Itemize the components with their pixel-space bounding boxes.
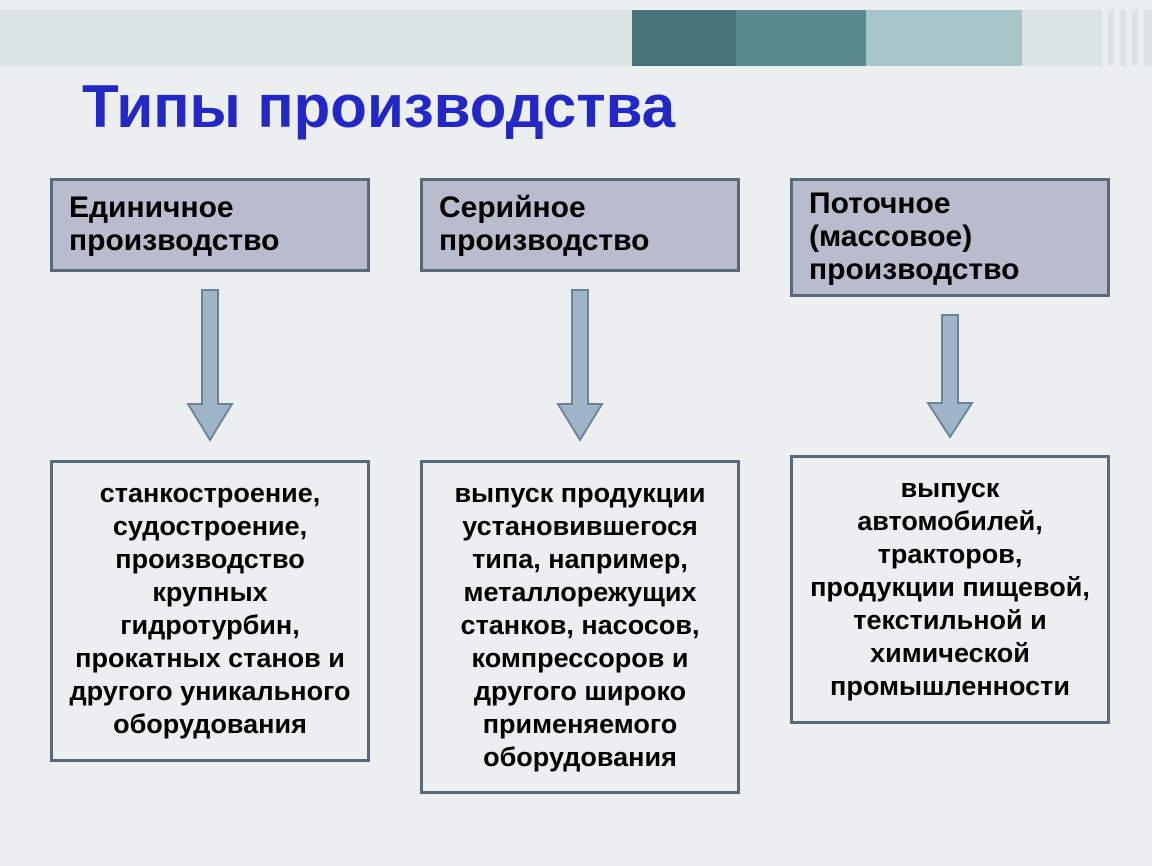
columns-container: Единичное производство станкостроение, с…: [50, 178, 1110, 794]
slide-title: Типы производства: [82, 72, 675, 141]
arrow-down-icon: [922, 311, 978, 441]
title-decoration-bar: [0, 10, 1152, 66]
arrow-down-icon: [182, 286, 238, 446]
body-single-production: станкостроение, судостроение, производст…: [50, 460, 370, 762]
column-mass-production: Поточное (массовое) производство выпуск …: [790, 178, 1110, 794]
body-serial-production: выпуск продукции установившегося типа, н…: [420, 460, 740, 794]
column-single-production: Единичное производство станкостроение, с…: [50, 178, 370, 794]
heading-serial-production: Серийное производство: [420, 178, 740, 272]
column-serial-production: Серийное производство выпуск продукции у…: [420, 178, 740, 794]
body-mass-production: выпуск автомобилей, тракторов, продукции…: [790, 455, 1110, 724]
heading-mass-production: Поточное (массовое) производство: [790, 178, 1110, 297]
heading-single-production: Единичное производство: [50, 178, 370, 272]
arrow-down-icon: [552, 286, 608, 446]
slide: Типы производства Единичное производство…: [0, 0, 1152, 866]
